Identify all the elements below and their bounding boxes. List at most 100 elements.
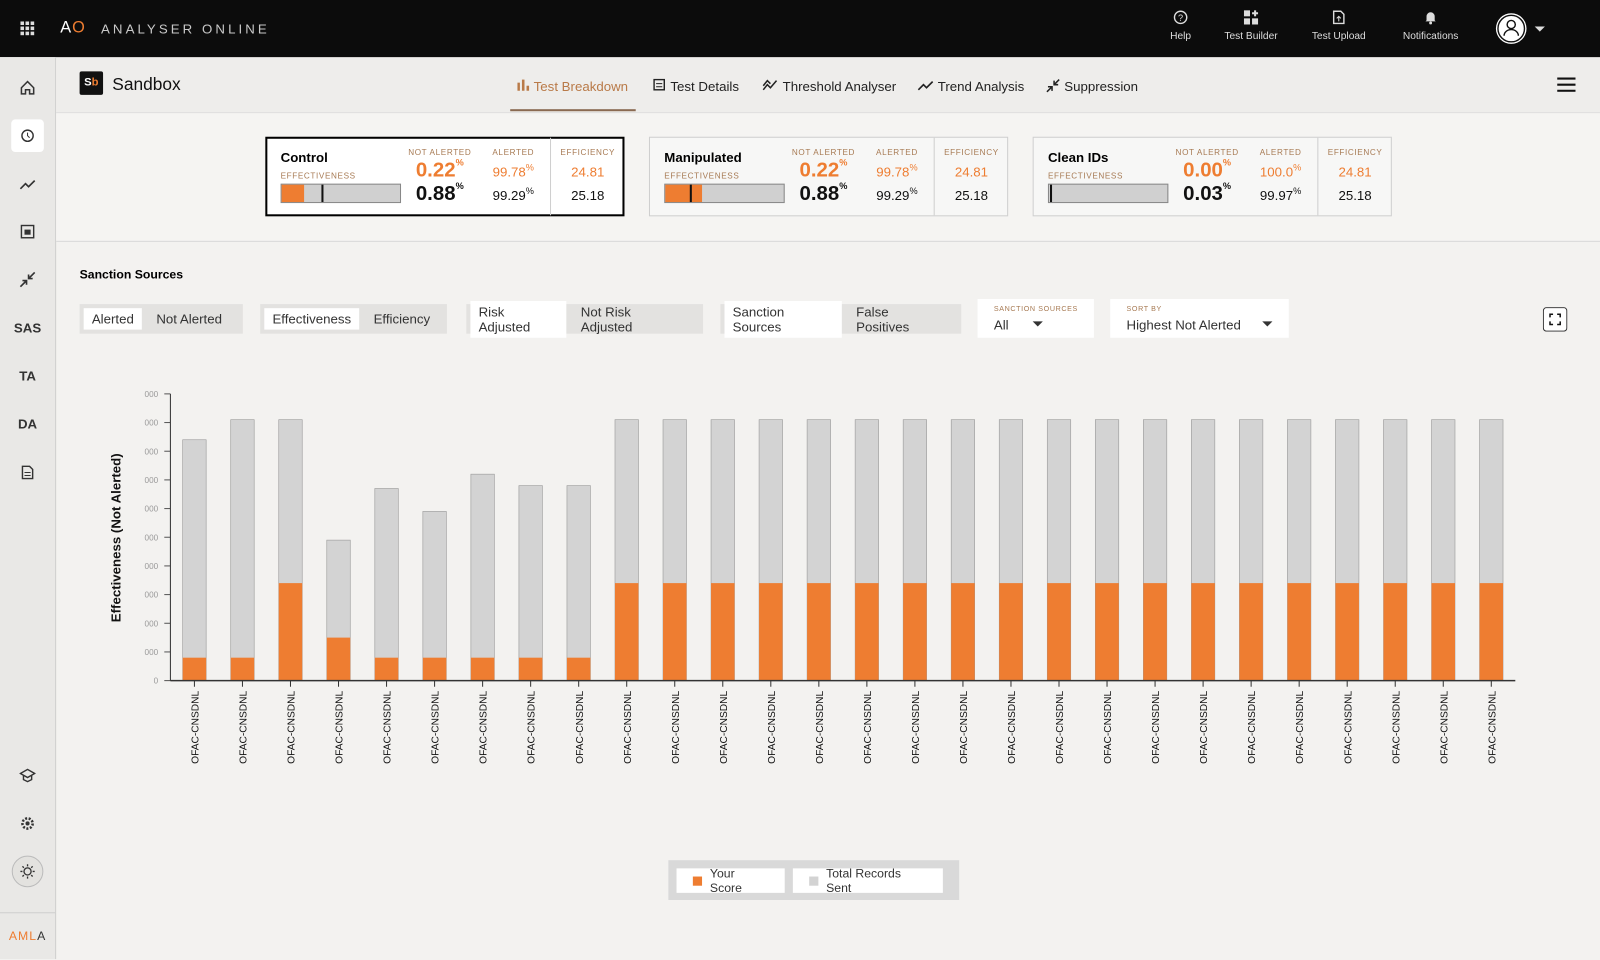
summary-card[interactable]: Control EFFECTIVENESS NOT ALERTED 0.22% 0.88… — [265, 136, 625, 217]
legend-item[interactable]: Total Records Sent — [792, 866, 943, 895]
bar — [951, 583, 975, 681]
efficiency-value: 25.18 — [1314, 188, 1396, 203]
toggle-option[interactable]: Risk Adjusted — [470, 300, 567, 338]
not-alerted-label: NOT ALERTED — [408, 147, 472, 158]
x-tick-label: OFAC-CNSDNL — [1295, 690, 1306, 763]
effectiveness-label: EFFECTIVENESS — [1047, 171, 1124, 181]
help[interactable]: ? Help — [1130, 10, 1232, 42]
percent-sign: % — [1222, 157, 1232, 168]
alerted-label: ALERTED — [876, 147, 918, 158]
dropdown-label: SANCTION SOURCES — [993, 306, 1078, 314]
effectiveness-bar — [664, 183, 785, 204]
summary-card[interactable]: Manipulated EFFECTIVENESS NOT ALERTED 0.22%… — [648, 136, 1009, 217]
action-label: Help — [1170, 30, 1192, 42]
bar — [1239, 583, 1263, 681]
notifications[interactable]: Notifications — [1380, 10, 1482, 42]
section-title: Sanction Sources — [79, 267, 184, 282]
report-icon[interactable] — [20, 224, 35, 239]
bar — [326, 637, 351, 681]
logo-a: A — [60, 19, 73, 37]
alerted-label: ALERTED — [1259, 147, 1302, 158]
home-icon[interactable] — [19, 80, 35, 96]
tab[interactable]: Suppression — [1046, 79, 1138, 94]
value: 99.29 — [492, 187, 526, 204]
x-tick-label: OFAC-CNSDNL — [863, 690, 874, 763]
nav-da[interactable]: DA — [17, 416, 38, 432]
alerted-value: 99.97% — [1240, 185, 1322, 203]
effectiveness-marker — [321, 184, 324, 203]
learn-icon[interactable] — [19, 768, 36, 783]
bar — [230, 419, 255, 681]
settings-icon[interactable] — [20, 816, 34, 830]
bar — [855, 583, 879, 681]
value: 25.18 — [1338, 187, 1372, 204]
legend-swatch — [692, 876, 702, 886]
bar — [566, 485, 591, 681]
bar — [182, 439, 207, 681]
x-tick-label: OFAC-CNSDNL — [911, 690, 922, 763]
value: 0.22 — [415, 159, 456, 182]
dropdown-label: SORT BY — [1126, 306, 1162, 314]
toggle-option[interactable]: Not Alerted — [156, 311, 222, 327]
bar — [422, 511, 447, 681]
efficiency-label: EFFICIENCY — [560, 147, 616, 158]
apps-icon[interactable] — [20, 21, 35, 36]
summary-card[interactable]: Clean IDs EFFECTIVENESS NOT ALERTED 0.00% 0.… — [1032, 136, 1392, 217]
suppress-icon[interactable] — [19, 271, 36, 288]
x-tick-label: OFAC-CNSDNL — [1391, 690, 1402, 763]
not-alerted-value: 0.88% — [783, 181, 865, 206]
legend-item[interactable]: Your Score — [676, 866, 785, 895]
toggle-option[interactable]: Not Risk Adjusted — [580, 303, 633, 335]
tab[interactable]: Test Details — [653, 79, 739, 94]
action-label: Test Upload — [1311, 30, 1366, 42]
effectiveness-label: EFFECTIVENESS — [280, 171, 356, 181]
doc-icon[interactable] — [21, 465, 34, 480]
chart: Effectiveness (Not Alerted) 000000000000… — [108, 390, 1516, 764]
sidebar-divider — [0, 912, 56, 914]
efficiency-label: EFFICIENCY — [1327, 147, 1383, 158]
legend-swatch — [809, 876, 818, 886]
dropdown-caret — [1262, 321, 1273, 327]
fullscreen-button[interactable] — [1542, 307, 1568, 332]
x-tick-label: OFAC-CNSDNL — [431, 690, 442, 763]
dropdown[interactable]: SANCTION SOURCES All — [977, 298, 1094, 338]
menu-icon[interactable] — [1557, 77, 1576, 92]
x-tick-label: OFAC-CNSDNL — [191, 690, 202, 763]
toggle-option[interactable]: Effectiveness — [264, 308, 360, 330]
badge-b: b — [91, 76, 99, 89]
bar — [614, 583, 639, 681]
x-tick-label: OFAC-CNSDNL — [959, 690, 970, 763]
effectiveness-marker — [690, 184, 693, 203]
toggle-option[interactable]: Efficiency — [373, 311, 431, 327]
effectiveness-label: EFFECTIVENESS — [664, 171, 740, 181]
bar — [1287, 583, 1311, 681]
tab[interactable]: Threshold Analyser — [762, 79, 896, 94]
test-builder[interactable]: Test Builder — [1200, 10, 1302, 42]
account-menu[interactable] — [1494, 12, 1549, 45]
action-label: Notifications — [1402, 30, 1459, 42]
toggle-option[interactable]: False Positives — [856, 303, 910, 335]
nav-ta[interactable]: TA — [19, 368, 36, 384]
x-tick-label: OFAC-CNSDNL — [671, 690, 682, 763]
toggle-group: Sanction Sources False Positives — [720, 300, 962, 338]
tab[interactable]: Trend Analysis — [917, 79, 1024, 94]
test-upload[interactable]: Test Upload — [1288, 10, 1390, 42]
toggle-option[interactable]: Sanction Sources — [724, 300, 842, 338]
alerted-label: ALERTED — [492, 147, 535, 158]
value: 0.22 — [799, 159, 840, 182]
trend-icon[interactable] — [19, 177, 36, 191]
percent-sign: % — [1293, 185, 1302, 196]
y-tick-label: 000 — [145, 419, 159, 428]
dropdown-caret — [1032, 321, 1043, 327]
dropdown[interactable]: SORT BY Highest Not Alerted — [1110, 298, 1289, 338]
tab-label: Trend Analysis — [937, 78, 1025, 94]
theme-toggle[interactable] — [11, 855, 44, 888]
nav-sas[interactable]: SAS — [13, 320, 42, 336]
tab[interactable]: Test Breakdown — [517, 79, 628, 94]
not-alerted-label: NOT ALERTED — [1175, 147, 1239, 158]
footer-aml: AML — [8, 928, 38, 943]
effectiveness-bar — [1047, 183, 1169, 204]
toggle-option[interactable]: Alerted — [83, 308, 143, 330]
bar — [230, 657, 255, 681]
tab-icon — [517, 79, 530, 91]
